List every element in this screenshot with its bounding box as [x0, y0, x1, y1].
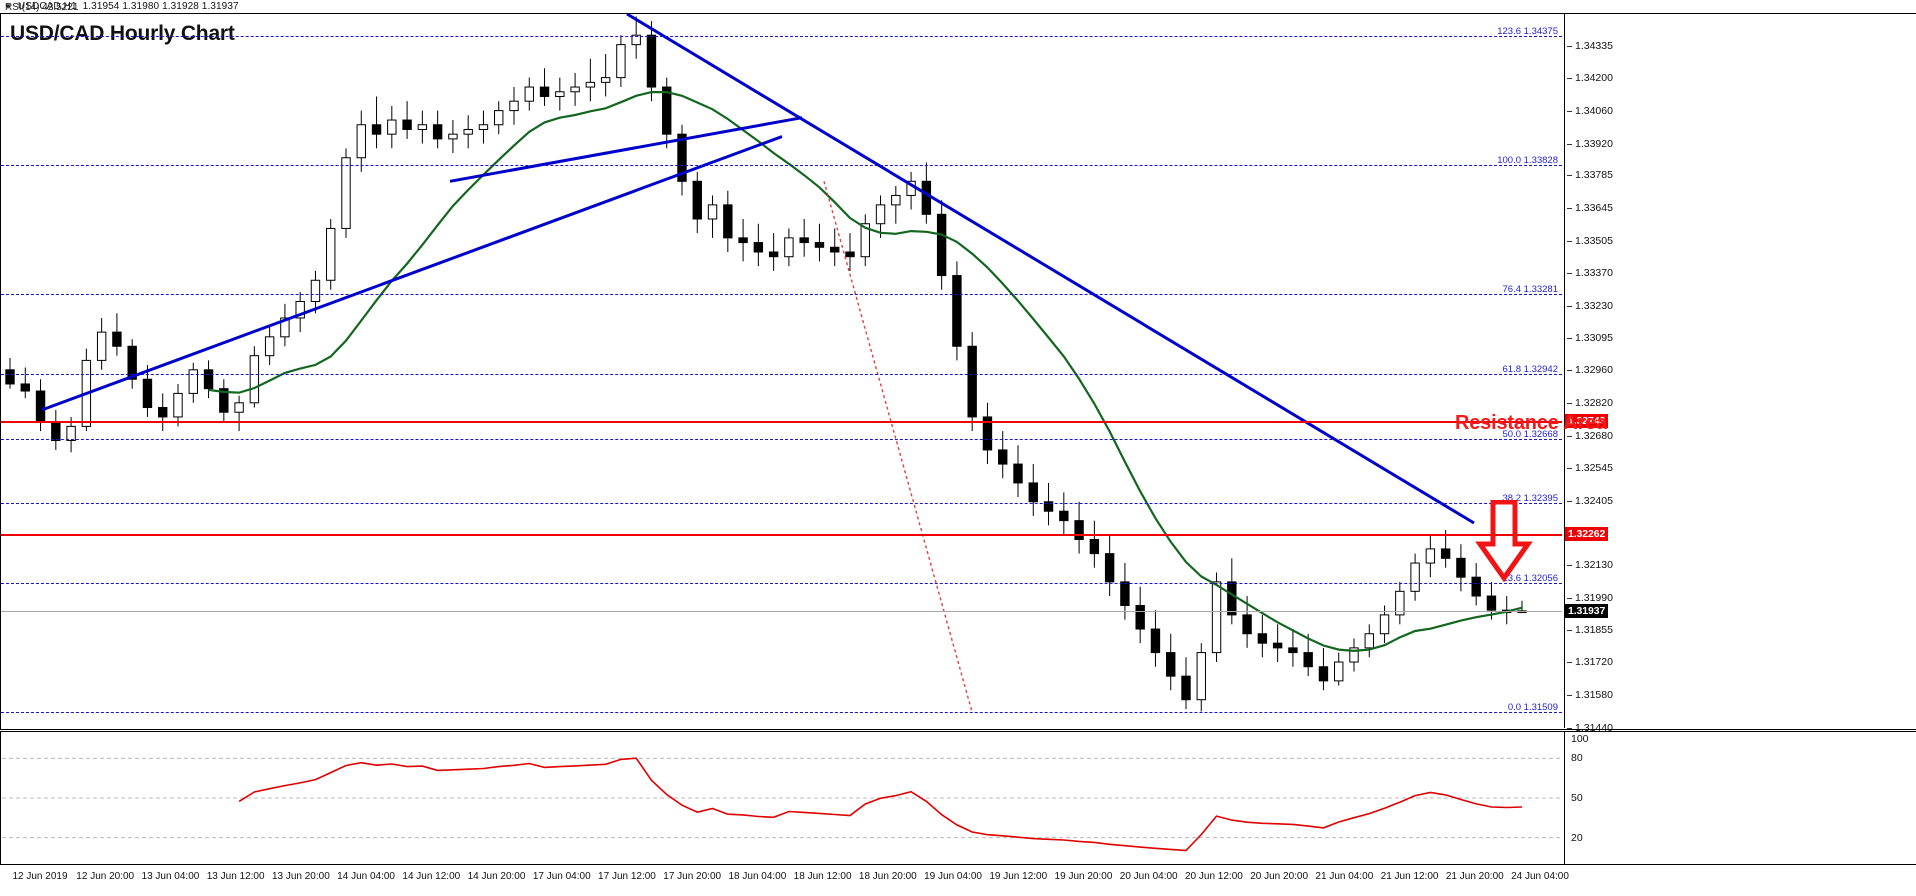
price-axis-tick: 1.31720: [1567, 656, 1613, 668]
price-tag: 1.32262: [1565, 527, 1609, 542]
time-axis-tick: 14 Jun 20:00: [467, 871, 526, 882]
time-axis-tick: 13 Jun 04:00: [141, 871, 200, 882]
axis-tick-mark: [1567, 175, 1572, 177]
price-axis-tick: 1.34060: [1567, 105, 1613, 117]
axis-tick-mark: [1567, 467, 1572, 469]
price-axis-tick: 1.33370: [1567, 267, 1613, 279]
rsi-axis-tick: 20: [1571, 831, 1583, 844]
time-axis-tick: 18 Jun 04:00: [728, 871, 787, 882]
quote-bar: ▼ USDCAD,H1 1.31954 1.31980 1.31928 1.31…: [0, 0, 1916, 14]
time-axis-tick: 19 Jun 20:00: [1054, 871, 1113, 882]
axis-tick-mark: [1567, 110, 1572, 112]
axis-tick-mark: [1567, 565, 1572, 567]
time-axis-tick: 17 Jun 04:00: [532, 871, 591, 882]
rsi-plot-area[interactable]: [2, 732, 1563, 864]
time-axis-tick: 21 Jun 12:00: [1380, 871, 1439, 882]
price-axis-tick: 1.33230: [1567, 300, 1613, 312]
price-axis-tick: 1.31990: [1567, 592, 1613, 604]
time-axis-tick: 18 Jun 20:00: [858, 871, 917, 882]
axis-tick-mark: [1567, 695, 1572, 696]
axis-tick-mark: [1567, 630, 1572, 632]
price-axis-tick: 1.33785: [1567, 169, 1613, 181]
moving-average-line: [208, 91, 1523, 653]
time-axis-tick: 20 Jun 12:00: [1184, 871, 1243, 882]
axis-tick-mark: [1567, 77, 1572, 79]
price-chart-svg: [5, 14, 1527, 712]
rsi-pane: 100 80 50 20: [0, 731, 1916, 865]
time-axis-tick: 12 Jun 2019: [12, 871, 68, 882]
price-pane: 1.34335 1.34200 1.34060 1.33920 1.33785 1.336…: [0, 14, 1916, 734]
price-axis-tick: 1.32130: [1567, 559, 1613, 571]
rsi-line: [238, 757, 1523, 852]
price-axis-tick: 1.32405: [1567, 495, 1613, 507]
price-tag: 1.31937: [1565, 603, 1609, 618]
fib-retracement-diagonal: [823, 181, 973, 712]
time-axis-tick: 19 Jun 12:00: [989, 871, 1048, 882]
collapse-caret-icon[interactable]: ▼: [4, 1, 12, 11]
price-axis-tick: 1.32545: [1567, 462, 1613, 474]
axis-tick-mark: [1567, 306, 1572, 308]
time-axis-tick: 12 Jun 20:00: [76, 871, 135, 882]
price-axis-tick: 1.31580: [1567, 689, 1613, 701]
axis-tick-mark: [1567, 143, 1572, 145]
axis-tick-mark: [1567, 402, 1572, 404]
rsi-axis: 100 80 50 20: [1564, 732, 1916, 864]
down-arrow-red-icon: [1475, 500, 1533, 582]
ohlc-values: 1.31954 1.31980 1.31928 1.31937: [82, 1, 239, 12]
axis-tick-mark: [1567, 45, 1572, 47]
axis-tick-mark: [1567, 728, 1572, 729]
trendline-ascending-support: [41, 135, 783, 412]
time-axis-tick: 20 Jun 04:00: [1119, 871, 1178, 882]
time-axis-tick: 21 Jun 20:00: [1445, 871, 1504, 882]
time-axis-tick: 21 Jun 04:00: [1315, 871, 1374, 882]
time-axis-tick: 19 Jun 04:00: [924, 871, 982, 882]
axis-tick-mark: [1567, 500, 1572, 502]
time-axis-tick: 18 Jun 12:00: [793, 871, 852, 882]
time-axis-tick: 14 Jun 12:00: [402, 871, 461, 882]
price-axis-tick: 1.34335: [1567, 40, 1613, 52]
time-axis-tick: 13 Jun 12:00: [206, 871, 265, 882]
time-axis: 12 Jun 2019 12 Jun 20:00 13 Jun 04:00 13 Ju…: [0, 865, 1916, 896]
price-axis-tick: 1.33095: [1567, 332, 1613, 344]
axis-tick-mark: [1567, 369, 1572, 371]
price-axis-tick: 1.32680: [1567, 430, 1613, 442]
rsi-indicator-label: RSI(14) 42.5221: [5, 2, 79, 13]
price-axis[interactable]: 1.34335 1.34200 1.34060 1.33920 1.33785 1.336…: [1564, 14, 1916, 734]
page-title: USD/CAD Hourly Chart: [10, 22, 235, 45]
candlestick-series: [5, 16, 1527, 712]
price-axis-tick: 1.33645: [1567, 202, 1613, 214]
axis-tick-mark: [1567, 208, 1572, 210]
price-axis-tick: 1.32820: [1567, 397, 1613, 409]
axis-tick-mark: [1567, 241, 1572, 243]
price-axis-tick: 1.31855: [1567, 624, 1613, 636]
axis-tick-mark: [1567, 338, 1572, 339]
price-plot-area[interactable]: [2, 14, 1563, 728]
axis-tick-mark: [1567, 273, 1572, 275]
resistance-area-annotation: Resistance Area: [1455, 412, 1607, 434]
axis-tick-mark: [1567, 435, 1572, 437]
time-axis-tick: 24 Jun 04:00: [1511, 871, 1569, 882]
axis-tick-mark: [1567, 598, 1572, 600]
trendline-ascending-minor: [449, 116, 803, 183]
price-axis-tick: 1.33505: [1567, 235, 1613, 247]
axis-tick-mark: [1567, 662, 1572, 664]
rsi-axis-tick: 50: [1571, 792, 1583, 804]
price-axis-tick: 1.32960: [1567, 364, 1613, 376]
price-axis-tick: 1.33920: [1567, 138, 1613, 150]
trendline-descending: [626, 14, 1475, 525]
time-axis-tick: 13 Jun 20:00: [271, 871, 330, 882]
symbol-timeframe-label: USDCAD,H1: [17, 1, 77, 12]
rsi-axis-tick: 80: [1571, 752, 1583, 765]
price-tag: 1.32743: [1565, 413, 1609, 428]
time-axis-tick: 17 Jun 12:00: [598, 871, 656, 882]
time-axis-tick: 17 Jun 20:00: [663, 871, 722, 882]
time-axis-tick: 14 Jun 04:00: [337, 871, 395, 882]
rsi-axis-tick: 100: [1571, 733, 1589, 745]
time-axis-tick: 20 Jun 20:00: [1250, 871, 1309, 882]
rsi-chart-svg: [2, 757, 1563, 852]
price-axis-tick: 1.34200: [1567, 72, 1613, 84]
